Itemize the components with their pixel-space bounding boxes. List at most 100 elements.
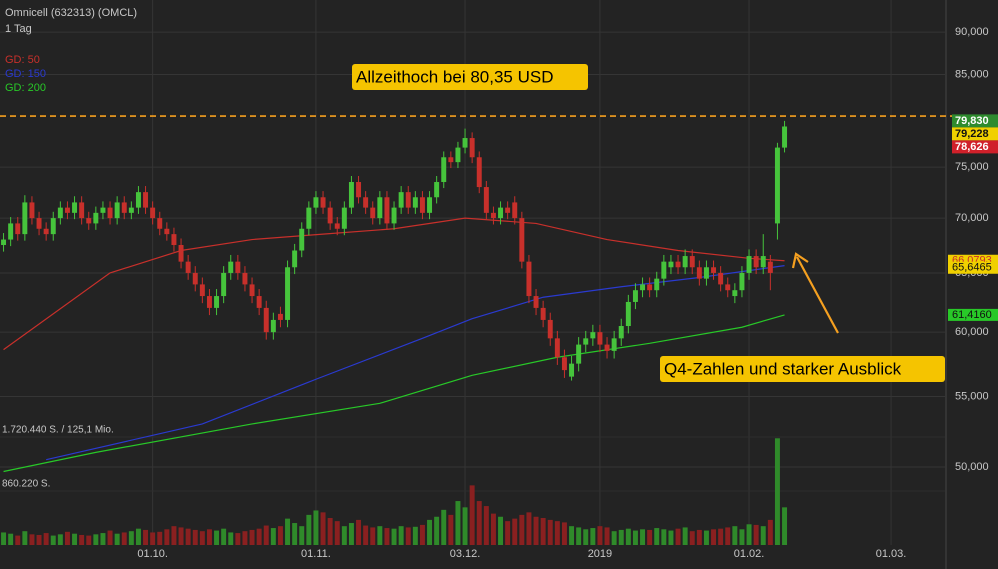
volume-bar: [654, 528, 660, 545]
candle-body: [185, 261, 191, 273]
candle-body: [490, 212, 496, 219]
volume-bar: [505, 521, 511, 545]
volume-bar: [561, 522, 567, 545]
candle-body: [448, 157, 454, 163]
x-tick-label: 01.02.: [734, 548, 765, 560]
annotation: Allzeithoch bei 80,35 USD: [356, 67, 554, 86]
candle-body: [434, 182, 440, 198]
candle-body: [512, 202, 518, 219]
volume-bar: [448, 514, 454, 545]
candle-body: [285, 267, 291, 320]
volume-bar: [327, 518, 333, 545]
candle-body: [1, 239, 7, 246]
volume-bar: [299, 526, 305, 545]
volume-bar: [427, 519, 433, 545]
price-label: 79,830: [955, 115, 989, 127]
volume-bar: [235, 533, 241, 545]
volume-bar: [100, 533, 106, 545]
candle-body: [462, 138, 468, 148]
volume-bar: [128, 531, 134, 545]
candle-body: [611, 338, 617, 351]
volume-bar: [29, 534, 35, 545]
candle-body: [739, 272, 745, 291]
volume-bar: [455, 501, 461, 545]
candle-body: [718, 272, 724, 285]
volume-bar: [363, 525, 369, 545]
volume-bar: [150, 532, 156, 545]
candle-body: [412, 197, 418, 208]
candle-body: [228, 261, 234, 273]
candle-body: [419, 197, 425, 213]
annotation-box: [660, 356, 945, 382]
candle-body: [583, 338, 589, 345]
arrow-head: [791, 252, 809, 269]
y-tick-label: 55,000: [955, 390, 989, 402]
candle-body: [8, 223, 14, 240]
volume-bar: [483, 506, 489, 545]
candle-body: [711, 267, 717, 273]
arrow: [791, 252, 839, 334]
volume-bar: [370, 527, 376, 545]
x-tick-label: 01.03.: [876, 548, 907, 560]
volume-bar: [718, 528, 724, 545]
volume-bar: [93, 534, 99, 545]
volume-tick-label: 1.720.440 S. / 125,1 Mio.: [2, 425, 114, 436]
candle-body: [199, 284, 205, 297]
legend-entry: GD: 200: [5, 82, 46, 94]
candle-body: [356, 182, 362, 198]
volume-bar: [739, 529, 745, 545]
candle-body: [128, 207, 134, 213]
volume-bar: [640, 529, 646, 545]
candle-body: [100, 207, 106, 213]
candle-body: [36, 218, 42, 229]
candle-body: [597, 332, 603, 345]
candle-body: [313, 197, 319, 208]
volume-bar: [711, 529, 717, 545]
chart-subtitle: 1 Tag: [5, 23, 32, 35]
volume-bar: [292, 523, 298, 545]
candle-body: [157, 218, 163, 229]
volume-bar: [50, 535, 56, 545]
candle-body: [292, 250, 298, 268]
volume-bar: [356, 519, 362, 545]
candle-body: [668, 261, 674, 268]
volume-bar: [540, 518, 546, 545]
chart-title: Omnicell (632313) (OMCL): [5, 7, 137, 19]
volume-bar: [469, 485, 475, 545]
candle-body: [774, 147, 780, 224]
volume-bar: [419, 524, 425, 545]
volume-bar: [782, 507, 788, 545]
candle-body: [363, 197, 369, 208]
x-tick-label: 01.11.: [301, 548, 331, 560]
candle-body: [235, 261, 241, 273]
candle-body: [398, 192, 404, 208]
y-tick-label: 90,000: [955, 26, 989, 38]
candle-body: [746, 256, 752, 273]
candle-body: [725, 284, 731, 291]
y-tick-label: 75,000: [955, 161, 989, 173]
volume-bar: [611, 531, 617, 545]
volume-bar: [604, 527, 610, 545]
candle-body: [661, 261, 667, 279]
candle-body: [79, 202, 85, 219]
candle-body: [590, 332, 596, 339]
candle-body: [561, 357, 567, 371]
volume-bar: [689, 531, 695, 545]
candle-body: [192, 272, 198, 285]
volume-bar: [64, 531, 70, 545]
candle-body: [526, 261, 532, 297]
candle-body: [377, 197, 383, 219]
candle-body: [505, 207, 511, 213]
candle-body: [654, 278, 660, 291]
volume-bar: [412, 526, 418, 545]
ma-label: 61,4160: [952, 309, 992, 321]
candle-body: [604, 344, 610, 351]
volume-bar: [192, 529, 198, 545]
ma-label: 65,6465: [952, 262, 992, 274]
volume-bar: [682, 527, 688, 545]
volume-bar: [490, 513, 496, 545]
candle-body: [164, 228, 170, 235]
volume-bar: [732, 526, 738, 545]
